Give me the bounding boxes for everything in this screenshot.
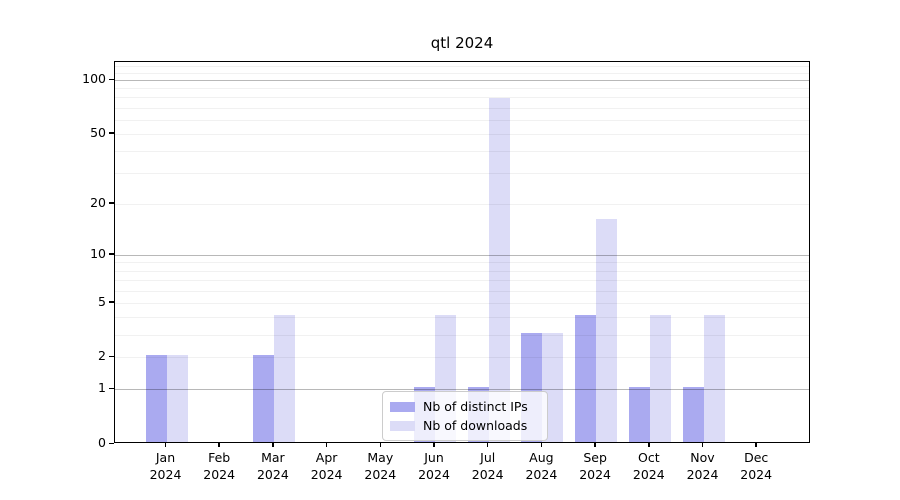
x-tick-mark (164, 443, 167, 447)
x-tick-mark (486, 443, 489, 447)
x-tick-label-dec: Dec 2024 (740, 450, 773, 482)
y-tick-mark (109, 355, 114, 358)
x-tick-mark (701, 443, 704, 447)
x-tick-label-jun: Jun 2024 (418, 450, 450, 482)
x-tick-label-nov: Nov 2024 (686, 450, 719, 482)
x-tick-label-mar: Mar 2024 (256, 450, 289, 482)
legend-swatch-downloads (390, 420, 415, 431)
y-tick-label: 2 (98, 348, 106, 364)
y-tick-label: 1 (98, 380, 106, 396)
y-tick-mark (109, 202, 114, 204)
gridline-minor (115, 97, 809, 99)
chart-title: qtl 2024 (430, 34, 494, 52)
y-tick-label: 100 (82, 71, 106, 87)
gridline-minor (115, 133, 809, 135)
x-tick-mark (218, 443, 220, 447)
x-tick-label-aug: Aug 2024 (525, 450, 558, 482)
gridline-minor (115, 262, 809, 264)
gridline-minor (115, 203, 809, 205)
x-tick-mark (648, 443, 650, 447)
y-tick-mark (109, 301, 114, 303)
gridline-major (115, 254, 809, 256)
y-tick-mark (109, 132, 114, 134)
gridline-minor (115, 290, 809, 292)
gridline-minor (115, 270, 809, 272)
bar-downloads-jul (488, 98, 510, 442)
gridline-minor (115, 107, 809, 109)
plot-area: Nb of distinct IPs Nb of downloads (114, 61, 810, 443)
x-tick-mark (433, 443, 435, 447)
gridline-minor (115, 65, 809, 67)
y-tick-mark (109, 78, 114, 81)
gridline-minor (115, 151, 809, 153)
legend-row: Nb of downloads (390, 416, 538, 435)
legend: Nb of distinct IPs Nb of downloads (382, 391, 548, 441)
y-tick-mark (109, 253, 114, 255)
bar-distinct-ips-jan (145, 355, 167, 442)
x-tick-mark (540, 443, 543, 447)
x-tick-label-feb: Feb 2024 (203, 450, 236, 482)
bar-downloads-nov (703, 315, 725, 442)
x-tick-mark (325, 443, 328, 447)
gridline-minor (115, 280, 809, 282)
y-tick-label: 10 (90, 245, 106, 261)
x-tick-label-apr: Apr 2024 (310, 450, 343, 482)
x-tick-mark (379, 443, 382, 447)
x-tick-mark (272, 443, 274, 447)
y-tick-label: 50 (90, 124, 106, 140)
x-tick-mark (755, 443, 757, 447)
y-tick-label: 0 (98, 435, 106, 450)
bar-distinct-ips-oct (628, 387, 650, 442)
bar-downloads-sep (596, 218, 618, 442)
x-tick-label-may: May 2024 (364, 450, 397, 482)
bar-distinct-ips-mar (252, 355, 274, 442)
legend-label-downloads: Nb of downloads (423, 418, 528, 433)
legend-label-distinct-ips: Nb of distinct IPs (423, 399, 528, 414)
legend-row: Nb of distinct IPs (390, 397, 538, 416)
y-tick-mark (109, 442, 114, 444)
bar-downloads-oct (649, 315, 671, 442)
gridline-major (115, 80, 809, 82)
y-tick-label: 20 (90, 194, 106, 210)
gridline-minor (115, 302, 809, 304)
y-tick-mark (109, 387, 114, 390)
y-tick-label: 5 (98, 293, 106, 309)
x-tick-mark (594, 443, 596, 447)
bar-downloads-mar (273, 315, 295, 442)
x-tick-label-oct: Oct 2024 (632, 450, 665, 482)
legend-swatch-distinct-ips (390, 401, 415, 412)
bar-downloads-jan (166, 355, 188, 442)
gridline-minor (115, 88, 809, 90)
x-tick-label-jan: Jan 2024 (149, 450, 182, 482)
bar-distinct-ips-nov (682, 387, 704, 442)
x-tick-label-jul: Jul 2024 (471, 450, 504, 482)
gridline-minor (115, 173, 809, 175)
gridline-minor (115, 119, 809, 121)
x-tick-label-sep: Sep 2024 (579, 450, 611, 482)
gridline-minor (115, 72, 809, 74)
bar-distinct-ips-sep (575, 315, 597, 442)
